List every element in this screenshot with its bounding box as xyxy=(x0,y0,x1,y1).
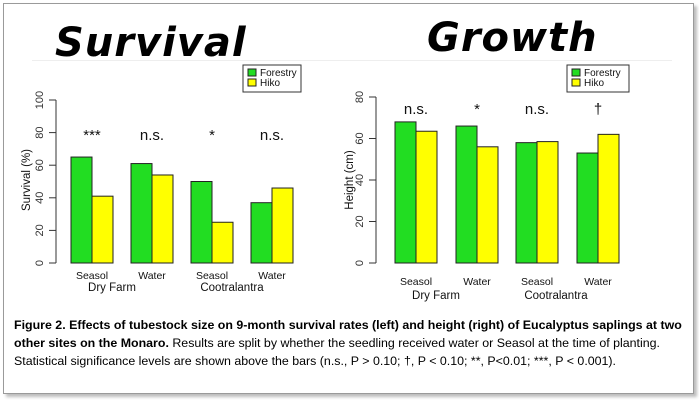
growth-significance-label: n.s. xyxy=(525,101,549,118)
growth-legend-swatch xyxy=(572,69,580,76)
survival-category-label: Water xyxy=(138,270,166,282)
growth-y-axis-label: Height (cm) xyxy=(344,150,356,210)
growth-category-label: Water xyxy=(584,276,612,288)
survival-bar-forestry-3 xyxy=(191,182,212,264)
survival-legend-swatch xyxy=(248,79,256,86)
growth-group-label: Dry Farm xyxy=(412,290,460,302)
survival-y-tick-label: 40 xyxy=(34,192,46,204)
survival-legend-swatch xyxy=(248,69,256,76)
growth-y-tick-label: 0 xyxy=(354,260,366,266)
growth-bar-hiko-4 xyxy=(598,134,619,263)
survival-bar-hiko-4 xyxy=(272,188,293,263)
survival-bar-forestry-1 xyxy=(71,157,92,263)
survival-group-label: Dry Farm xyxy=(88,282,136,294)
growth-significance-label: † xyxy=(594,101,602,118)
growth-legend-label: Hiko xyxy=(584,78,604,89)
growth-y-tick-label: 60 xyxy=(354,132,366,144)
survival-category-label: Water xyxy=(258,270,286,282)
growth-bar-hiko-3 xyxy=(537,142,558,263)
growth-bar-forestry-3 xyxy=(516,143,537,263)
survival-legend-label: Hiko xyxy=(260,78,280,89)
growth-group-label: Cootralantra xyxy=(524,290,588,302)
survival-bar-hiko-2 xyxy=(152,175,173,263)
growth-bar-forestry-1 xyxy=(395,122,416,263)
survival-bar-forestry-2 xyxy=(131,164,152,263)
survival-bar-hiko-1 xyxy=(92,196,113,263)
survival-category-label: Seasol xyxy=(76,270,108,282)
survival-y-tick-label: 0 xyxy=(34,260,46,266)
survival-y-tick-label: 80 xyxy=(34,126,46,138)
growth-significance-label: * xyxy=(474,101,480,118)
survival-bar-hiko-3 xyxy=(212,222,233,263)
growth-bar-hiko-2 xyxy=(477,147,498,263)
growth-bar-forestry-4 xyxy=(577,153,598,263)
survival-y-tick-label: 20 xyxy=(34,224,46,236)
survival-significance-label: n.s. xyxy=(140,127,164,144)
growth-category-label: Water xyxy=(463,276,491,288)
survival-significance-label: n.s. xyxy=(260,127,284,144)
survival-y-tick-label: 60 xyxy=(34,159,46,171)
survival-y-tick-label: 100 xyxy=(34,91,46,109)
survival-significance-label: * xyxy=(209,127,215,144)
growth-category-label: Seasol xyxy=(521,276,553,288)
growth-bar-forestry-2 xyxy=(456,126,477,263)
growth-y-tick-label: 20 xyxy=(354,215,366,227)
growth-legend-swatch xyxy=(572,79,580,86)
figure-caption: Figure 2. Effects of tubestock size on 9… xyxy=(14,316,686,370)
growth-category-label: Seasol xyxy=(400,276,432,288)
survival-group-label: Cootralantra xyxy=(200,282,264,294)
survival-y-axis-label: Survival (%) xyxy=(21,149,33,211)
survival-bar-forestry-4 xyxy=(251,203,272,263)
survival-category-label: Seasol xyxy=(196,270,228,282)
survival-significance-label: *** xyxy=(83,127,101,144)
growth-y-tick-label: 80 xyxy=(354,91,366,103)
growth-bar-hiko-1 xyxy=(416,131,437,263)
growth-significance-label: n.s. xyxy=(404,101,428,118)
